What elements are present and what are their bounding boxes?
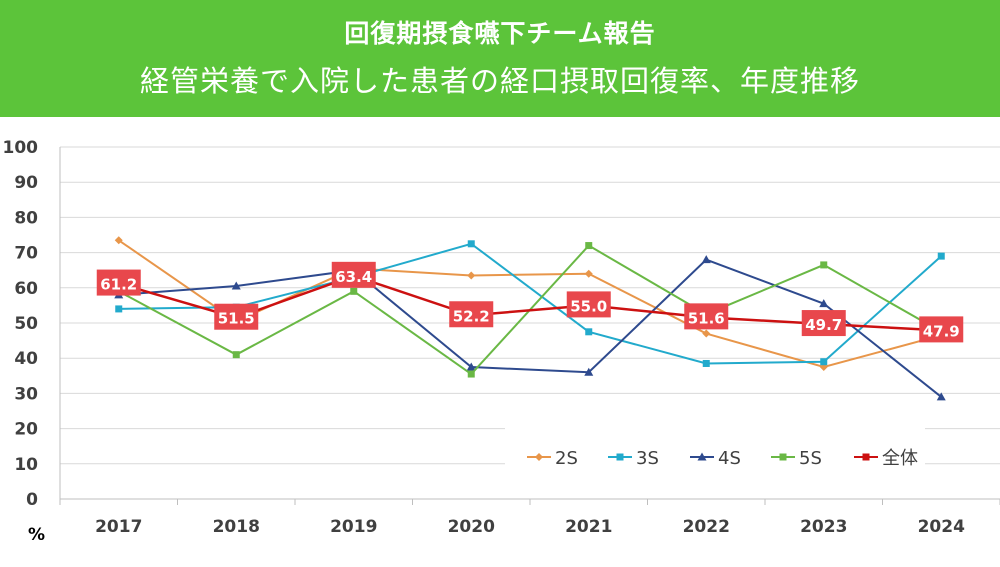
legend-label-4S: 4S — [718, 448, 741, 469]
data-point-5S-2019 — [350, 287, 358, 295]
series-line-3S — [118, 242, 942, 365]
x-tick-label-2023: 2023 — [800, 517, 847, 537]
y-tick-label-20: 20 — [14, 420, 38, 440]
data-label-box-2024 — [919, 316, 964, 343]
data-label-box-2020 — [449, 301, 494, 328]
y-axis-unit-label: % — [28, 525, 45, 545]
data-label-2020: 52.2 — [453, 307, 490, 325]
x-tick-label-2021: 2021 — [565, 517, 612, 537]
data-label-2017: 61.2 — [100, 276, 137, 294]
data-point-2S-2022 — [702, 329, 711, 338]
data-point-4S-2020 — [466, 362, 476, 371]
x-tick-label-2017: 2017 — [95, 517, 142, 537]
x-tick-label-2018: 2018 — [213, 517, 260, 537]
data-point-4S-2023 — [819, 299, 829, 308]
y-tick-label-10: 10 — [14, 455, 38, 475]
data-label-box-2022 — [684, 303, 729, 330]
y-tick-label-100: 100 — [3, 138, 39, 158]
chart-title: 回復期摂食嚥下チーム報告 — [344, 19, 656, 48]
x-tick-label-2022: 2022 — [683, 517, 730, 537]
y-tick-label-80: 80 — [14, 208, 38, 228]
y-tick-label-70: 70 — [14, 244, 38, 264]
legend-label-全体: 全体 — [882, 448, 918, 469]
data-point-5S-2023 — [820, 261, 828, 269]
data-point-3S-2022 — [702, 359, 710, 367]
y-tick-label-30: 30 — [14, 384, 38, 404]
data-label-2024: 47.9 — [923, 322, 960, 340]
data-point-5S-2020 — [467, 370, 475, 378]
data-label-2023: 49.7 — [805, 316, 842, 334]
data-label-2019: 63.4 — [335, 268, 372, 286]
legend-label-3S: 3S — [636, 448, 659, 469]
data-point-5S-2018 — [232, 351, 240, 359]
data-point-3S-2020 — [467, 240, 475, 248]
data-label-box-2018 — [214, 303, 259, 330]
legend-label-2S: 2S — [555, 448, 578, 469]
y-tick-label-0: 0 — [26, 490, 38, 510]
chart-area: 0 10 20 30 40 50 60 70 80 90 100 2017 2018 2019 2020 20… — [0, 117, 1000, 563]
y-tick-label-50: 50 — [14, 314, 38, 334]
data-point-2S-2017 — [114, 236, 123, 245]
line-chart: 0 10 20 30 40 50 60 70 80 90 100 2017 2018 2019 2020 20… — [3, 138, 1000, 545]
data-label-box-2017 — [96, 269, 141, 296]
legend-marker-3S — [616, 453, 624, 461]
legend-marker-全体 — [862, 453, 870, 461]
chart-header: 回復期摂食嚥下チーム報告 経管栄養で入院した患者の経口摂取回復率、年度推移 — [0, 0, 1000, 117]
data-point-5S-2021 — [585, 242, 593, 250]
data-label-box-2019 — [331, 261, 376, 288]
data-point-2S-2020 — [467, 271, 476, 280]
legend-background — [505, 423, 925, 481]
x-tick-label-2020: 2020 — [448, 517, 495, 537]
data-point-3S-2024 — [937, 252, 945, 260]
data-label-2022: 51.6 — [688, 309, 725, 327]
y-tick-label-40: 40 — [14, 349, 38, 369]
data-label-2021: 55.0 — [570, 297, 607, 315]
data-label-2018: 51.5 — [218, 310, 255, 328]
data-point-2S-2021 — [584, 269, 593, 278]
data-point-4S-2018 — [231, 281, 241, 290]
data-point-4S-2021 — [584, 367, 594, 376]
data-label-box-2023 — [801, 310, 846, 337]
legend-marker-4S — [697, 452, 707, 461]
x-tick-label-2024: 2024 — [918, 517, 965, 537]
series-line-2S — [118, 239, 942, 369]
y-tick-label-60: 60 — [14, 279, 38, 299]
data-label-box-2021 — [566, 291, 611, 318]
data-point-4S-2024 — [936, 392, 946, 401]
x-tick-label-2019: 2019 — [330, 517, 377, 537]
data-point-3S-2021 — [585, 328, 593, 336]
data-point-3S-2023 — [820, 358, 828, 366]
chart-subtitle: 経管栄養で入院した患者の経口摂取回復率、年度推移 — [139, 64, 860, 98]
legend-label-5S: 5S — [799, 448, 822, 469]
y-tick-label-90: 90 — [14, 173, 38, 193]
legend-marker-5S — [779, 453, 787, 461]
data-point-4S-2022 — [701, 255, 711, 264]
data-point-3S-2017 — [115, 305, 123, 313]
series-line-4S — [118, 258, 942, 398]
legend-marker-2S — [535, 453, 543, 461]
